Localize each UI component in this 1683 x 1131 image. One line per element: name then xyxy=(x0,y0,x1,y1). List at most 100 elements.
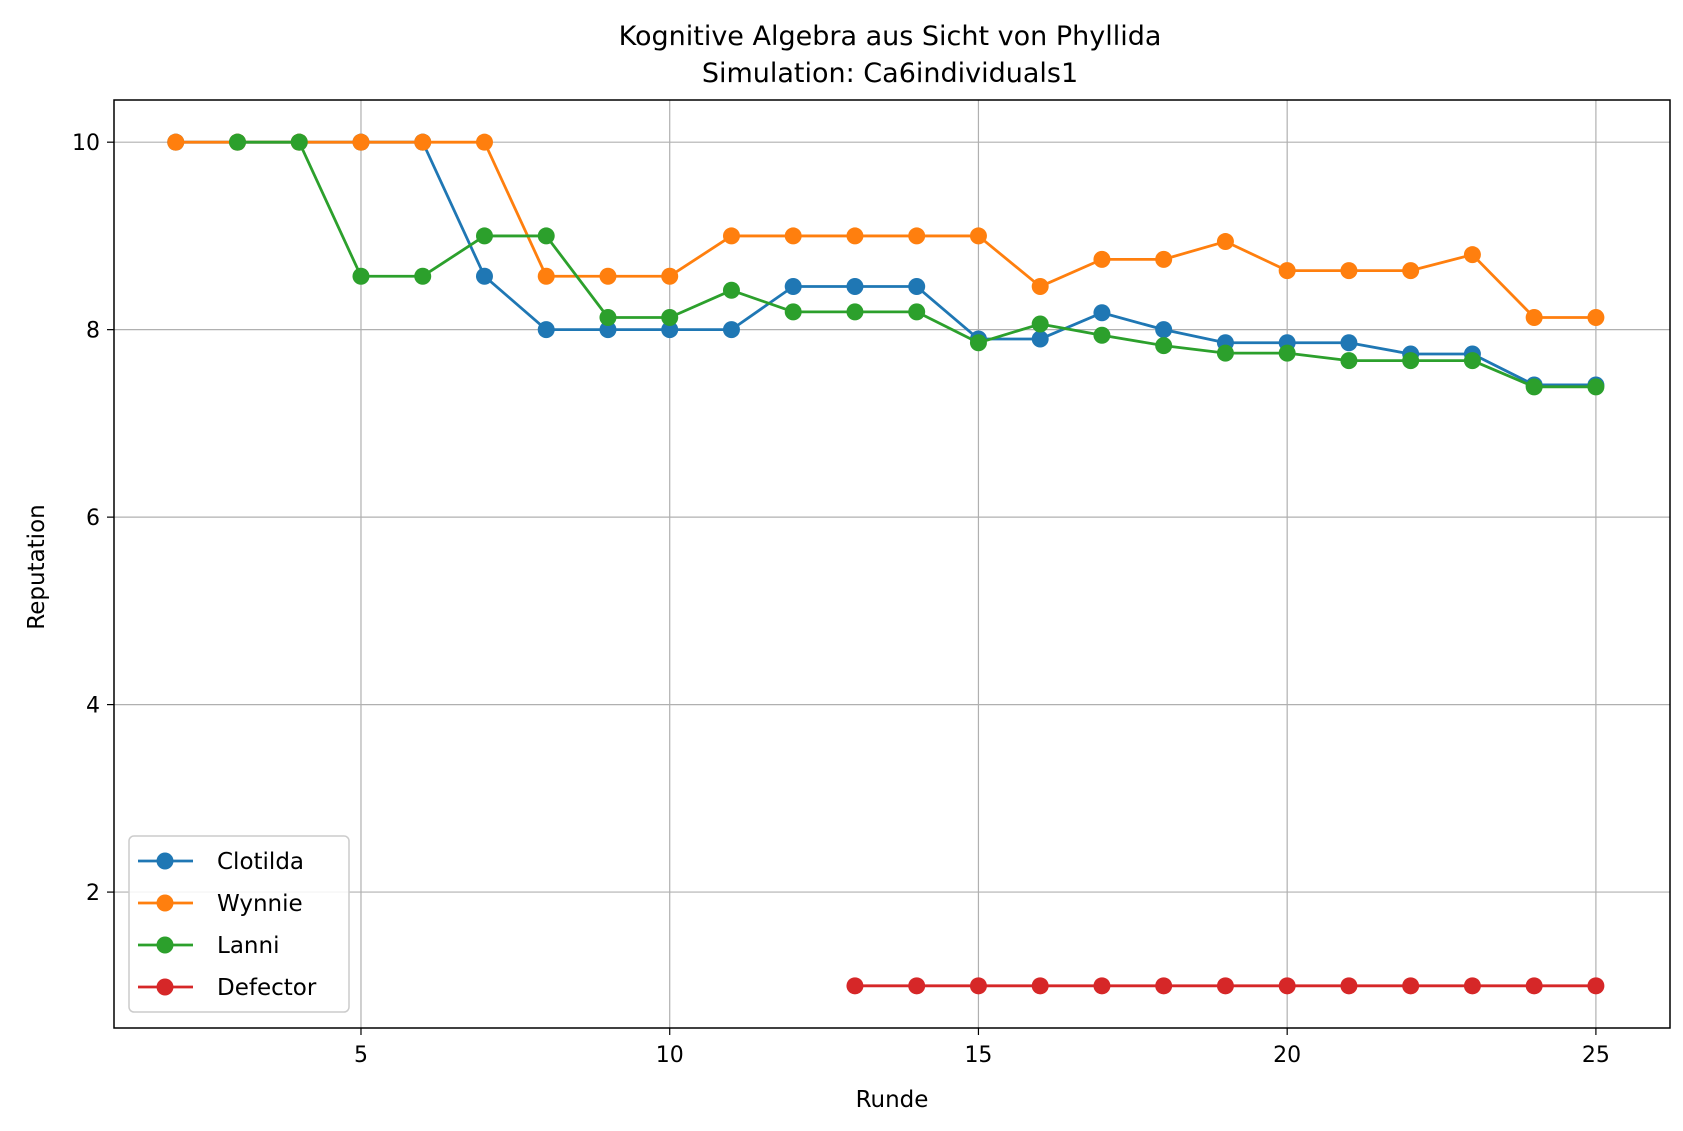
series-wynnie xyxy=(167,133,1605,326)
data-point-lanni xyxy=(1093,326,1111,344)
legend-label: Clotilda xyxy=(217,849,304,875)
data-point-lanni xyxy=(290,133,308,151)
data-point-defector xyxy=(969,977,987,995)
data-point-wynnie xyxy=(1093,250,1111,268)
data-point-lanni xyxy=(414,267,432,285)
x-tick-label: 10 xyxy=(656,1043,684,1068)
data-point-lanni xyxy=(1587,378,1605,396)
x-tick-label: 20 xyxy=(1273,1043,1301,1068)
data-point-wynnie xyxy=(784,227,802,245)
y-tick-label: 6 xyxy=(86,506,100,531)
legend-item-clotilda: Clotilda xyxy=(138,849,304,875)
x-tick-label: 5 xyxy=(354,1043,368,1068)
data-point-defector xyxy=(1155,977,1173,995)
data-point-lanni xyxy=(661,308,679,326)
data-point-defector xyxy=(1216,977,1234,995)
data-point-lanni xyxy=(1463,352,1481,370)
legend-item-defector: Defector xyxy=(138,975,317,1001)
data-point-wynnie xyxy=(1216,233,1234,251)
chart-title: Kognitive Algebra aus Sicht von Phyllida xyxy=(619,21,1162,52)
data-point-clotilda xyxy=(846,278,864,296)
data-point-clotilda xyxy=(475,267,493,285)
data-point-lanni xyxy=(228,133,246,151)
series-line-wynnie xyxy=(175,140,1596,319)
y-tick-label: 4 xyxy=(86,694,100,719)
data-point-wynnie xyxy=(1031,278,1049,296)
x-tick-label: 25 xyxy=(1582,1043,1610,1068)
data-point-wynnie xyxy=(352,133,370,151)
data-point-wynnie xyxy=(1155,250,1173,268)
data-point-wynnie xyxy=(969,227,987,245)
x-tick-label: 15 xyxy=(964,1043,992,1068)
y-tick-label: 8 xyxy=(86,319,100,344)
grid xyxy=(114,100,1670,1028)
legend-label: Defector xyxy=(217,975,317,1001)
legend-swatch-marker xyxy=(156,978,174,996)
data-point-wynnie xyxy=(1587,308,1605,326)
legend-swatch-marker xyxy=(156,894,174,912)
data-point-clotilda xyxy=(1340,334,1358,352)
data-point-wynnie xyxy=(167,133,185,151)
data-point-defector xyxy=(908,977,926,995)
data-point-defector xyxy=(1093,977,1111,995)
data-point-wynnie xyxy=(599,267,617,285)
series-lanni xyxy=(228,133,1605,396)
data-point-lanni xyxy=(599,308,617,326)
data-point-wynnie xyxy=(475,133,493,151)
data-point-lanni xyxy=(537,227,555,245)
data-point-defector xyxy=(1463,977,1481,995)
data-point-clotilda xyxy=(1093,304,1111,322)
legend: Clotilda Wynnie Lanni Defector xyxy=(128,835,350,1013)
data-point-clotilda xyxy=(908,278,926,296)
data-point-defector xyxy=(1031,977,1049,995)
data-point-lanni xyxy=(1278,344,1296,362)
data-point-lanni xyxy=(846,303,864,321)
data-point-wynnie xyxy=(1463,246,1481,264)
data-point-lanni xyxy=(1402,352,1420,370)
data-point-wynnie xyxy=(1525,308,1543,326)
data-point-wynnie xyxy=(908,227,926,245)
y-tick-label: 10 xyxy=(72,131,100,156)
data-point-defector xyxy=(1402,977,1420,995)
x-axis-label: Runde xyxy=(856,1087,929,1113)
axis-ticks: 5 10 15 20 25 2 4 6 8 10 xyxy=(72,131,1610,1068)
data-point-clotilda xyxy=(537,321,555,339)
legend-label: Lanni xyxy=(217,933,279,959)
data-point-defector xyxy=(1340,977,1358,995)
data-point-wynnie xyxy=(1340,262,1358,280)
data-point-lanni xyxy=(784,303,802,321)
y-tick-label: 2 xyxy=(86,881,100,906)
data-point-clotilda xyxy=(1031,330,1049,348)
data-point-wynnie xyxy=(661,267,679,285)
data-point-lanni xyxy=(1525,378,1543,396)
data-point-clotilda xyxy=(599,321,617,339)
y-axis-label: Reputation xyxy=(24,504,50,629)
data-point-wynnie xyxy=(414,133,432,151)
data-point-lanni xyxy=(475,227,493,245)
legend-swatch-marker xyxy=(156,936,174,954)
data-point-clotilda xyxy=(722,321,740,339)
data-point-lanni xyxy=(352,267,370,285)
data-point-defector xyxy=(1525,977,1543,995)
legend-label: Wynnie xyxy=(217,891,303,917)
data-point-lanni xyxy=(1155,337,1173,355)
data-point-lanni xyxy=(722,281,740,299)
data-point-defector xyxy=(1587,977,1605,995)
data-point-defector xyxy=(1278,977,1296,995)
data-point-clotilda xyxy=(661,321,679,339)
series-defector xyxy=(846,977,1605,995)
data-point-lanni xyxy=(1216,344,1234,362)
data-point-clotilda xyxy=(1155,321,1173,339)
legend-box xyxy=(128,835,350,1013)
data-point-lanni xyxy=(969,334,987,352)
data-point-lanni xyxy=(1340,352,1358,370)
data-point-wynnie xyxy=(846,227,864,245)
data-point-wynnie xyxy=(537,267,555,285)
data-point-lanni xyxy=(908,303,926,321)
data-point-lanni xyxy=(1031,315,1049,333)
data-point-wynnie xyxy=(722,227,740,245)
legend-item-lanni: Lanni xyxy=(138,933,279,959)
series-layer xyxy=(167,133,1605,995)
chart-subtitle: Simulation: Ca6individuals1 xyxy=(702,58,1078,89)
